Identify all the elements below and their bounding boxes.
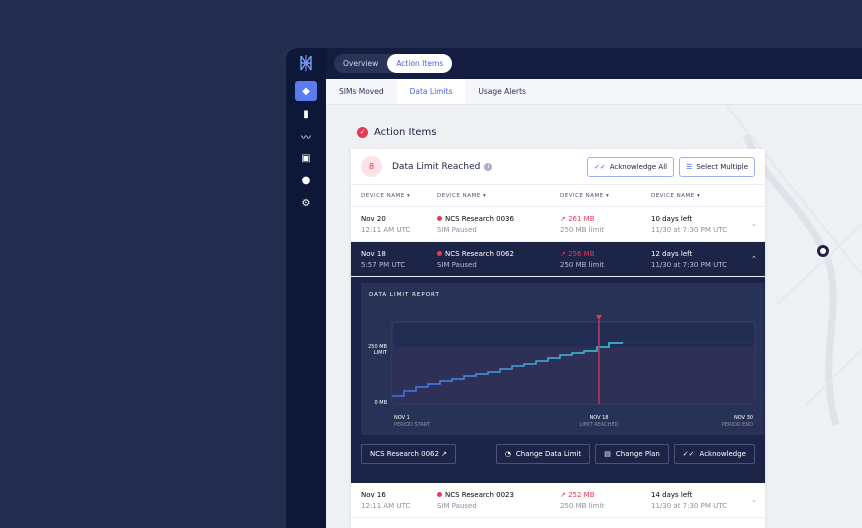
row-days-left: 12 days left (651, 249, 693, 258)
row-limit: 250 MB limit (560, 501, 605, 510)
tab-sims-moved[interactable]: SIMs Moved (339, 87, 384, 96)
tab-data-limits[interactable]: Data Limits (396, 79, 466, 104)
svg-text:NOV 30: NOV 30 (734, 415, 753, 421)
status-dot (437, 250, 442, 256)
page-title: Action Items (374, 127, 437, 138)
acknowledge-button[interactable]: ✓✓ Acknowledge (673, 444, 755, 464)
navigation-icon: ● (301, 174, 311, 186)
gauge-icon: ◔ (504, 450, 511, 458)
top-bar: Overview Action Items (326, 48, 862, 79)
row-limit: 250 MB limit (560, 225, 605, 234)
sidebar-item-settings[interactable]: ⚙ (295, 193, 317, 213)
sub-tabs: SIMs Moved Data Limits Usage Alerts (326, 79, 862, 105)
table-row[interactable]: Nov 16 12:11 AM UTC NCS Research 0023 SIM … (351, 483, 765, 518)
svg-text:0 MB: 0 MB (374, 400, 387, 406)
chevron-down-icon[interactable]: ⌄ (751, 496, 757, 504)
row-reset: 11/30 at 7:30 PM UTC (651, 260, 727, 269)
app-window: ◆ ▮ 〰 ▣ ● ⚙ Overview Action Items SIMs M… (286, 48, 862, 528)
sidebar-item-billing[interactable]: ▣ (295, 148, 317, 168)
chevron-up-icon[interactable]: ⌃ (751, 255, 757, 263)
data-limit-card: 8 Data Limit Reached i ✓✓ Acknowledge All… (351, 149, 765, 528)
svg-text:NOV 18: NOV 18 (590, 415, 609, 421)
change-data-limit-button[interactable]: ◔ Change Data Limit (495, 444, 591, 464)
row-time: 12:11 AM UTC (361, 501, 411, 510)
sidebar-item-usage[interactable]: 〰 (295, 126, 317, 146)
svg-text:PERIOD START: PERIOD START (394, 422, 431, 428)
card-title: Data Limit Reached (392, 161, 481, 172)
column-header[interactable]: DEVICE NAME ▾ (560, 192, 610, 199)
report-chart: 250 MB LIMIT 0 MB NOV 1 PERIOD START NOV… (368, 315, 756, 428)
sidebar-item-layers[interactable]: ◆ (295, 81, 317, 101)
column-header[interactable]: DEVICE NAME ▾ (361, 192, 411, 199)
expanded-panel: DATA LIMIT REPORT 250 MB LIMIT 0 MB NOV … (351, 277, 765, 483)
status-dot (437, 491, 442, 497)
column-header[interactable]: DEVICE NAME ▾ (437, 192, 487, 199)
chart-line-icon: 〰 (301, 132, 311, 144)
row-days-left: 10 days left (651, 214, 693, 223)
top-tabs: Overview Action Items (334, 54, 453, 73)
map-location-pin[interactable] (817, 245, 829, 257)
row-status: SIM Paused (437, 501, 477, 510)
row-usage: ↗ 252 MB (560, 490, 595, 499)
row-status: SIM Paused (437, 260, 477, 269)
tab-overview[interactable]: Overview (343, 59, 379, 68)
double-check-icon: ✓✓ (682, 450, 695, 458)
page-header: ✓ Action Items (357, 127, 436, 138)
table-header: DEVICE NAME ▾ DEVICE NAME ▾ DEVICE NAME … (351, 185, 765, 207)
tab-usage-alerts[interactable]: Usage Alerts (478, 87, 526, 96)
gear-icon: ⚙ (301, 197, 311, 209)
row-device: NCS Research 0036 (445, 214, 514, 223)
svg-text:LIMIT REACHED: LIMIT REACHED (580, 422, 619, 428)
svg-text:250 MB: 250 MB (368, 344, 387, 350)
document-icon: ▤ (604, 450, 611, 458)
row-time: 12:11 AM UTC (361, 225, 411, 234)
svg-text:LIMIT: LIMIT (374, 350, 388, 356)
layers-icon: ◆ (302, 85, 310, 97)
report-title: DATA LIMIT REPORT (369, 292, 440, 298)
table-row-expanded[interactable]: Nov 18 5:57 PM UTC NCS Research 0062 SIM P… (351, 242, 765, 277)
column-header[interactable]: DEVICE NAME ▾ (651, 192, 701, 199)
row-date: Nov 16 (361, 490, 386, 499)
status-dot (437, 215, 442, 221)
logo-icon (300, 55, 312, 71)
row-days-left: 14 days left (651, 490, 693, 499)
row-date: Nov 20 (361, 214, 386, 223)
sidebar-item-navigation[interactable]: ● (295, 170, 317, 190)
row-status: SIM Paused (437, 225, 477, 234)
list-select-icon: ☰ (686, 162, 693, 171)
row-device: NCS Research 0023 (445, 490, 514, 499)
sim-card-icon: ▮ (303, 108, 309, 120)
chevron-down-icon[interactable]: ⌄ (751, 220, 757, 228)
row-reset: 11/30 at 7:30 PM UTC (651, 501, 727, 510)
check-badge-icon: ✓ (357, 127, 368, 138)
tab-action-items[interactable]: Action Items (387, 54, 453, 73)
double-check-icon: ✓✓ (593, 162, 606, 171)
svg-text:PERIOD END: PERIOD END (722, 422, 753, 428)
x-label: NOV 1 (394, 415, 410, 421)
row-limit: 250 MB limit (560, 260, 605, 269)
row-reset: 11/30 at 7:30 PM UTC (651, 225, 727, 234)
change-plan-button[interactable]: ▤ Change Plan (595, 444, 669, 464)
row-device: NCS Research 0062 (445, 249, 514, 258)
info-icon[interactable]: i (484, 162, 493, 171)
row-time: 5:57 PM UTC (361, 260, 406, 269)
device-link-button[interactable]: NCS Research 0062 ↗ (361, 444, 457, 464)
row-usage: ↗ 261 MB (560, 214, 595, 223)
data-limit-report: DATA LIMIT REPORT 250 MB LIMIT 0 MB NOV … (361, 283, 764, 435)
action-bar: NCS Research 0062 ↗ ◔ Change Data Limit ▤… (361, 444, 755, 464)
select-multiple-button[interactable]: ☰ Select Multiple (679, 156, 755, 177)
count-badge: 8 (361, 156, 382, 177)
sidebar: ◆ ▮ 〰 ▣ ● ⚙ (286, 48, 326, 528)
row-date: Nov 18 (361, 249, 386, 258)
acknowledge-all-button[interactable]: ✓✓ Acknowledge All (586, 156, 675, 177)
row-usage: ↗ 256 MB (560, 249, 595, 258)
sidebar-item-sims[interactable]: ▮ (295, 104, 317, 124)
table-row[interactable]: Nov 20 12:11 AM UTC NCS Research 0036 SIM … (351, 207, 765, 242)
money-icon: ▣ (301, 152, 311, 164)
